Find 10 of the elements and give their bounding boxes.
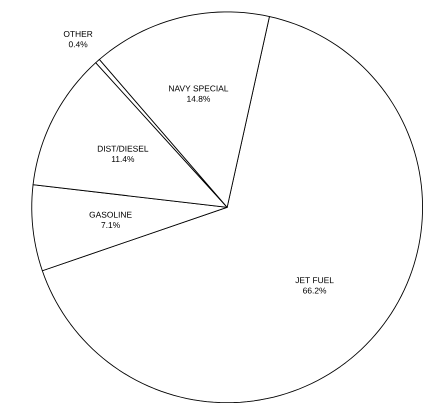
data-label: 66.2% xyxy=(303,288,326,294)
data-label: 14.8% xyxy=(187,96,210,102)
slice-label: OTHER xyxy=(64,30,92,37)
data-label: 0.4% xyxy=(68,41,88,48)
data-label: 11.4% xyxy=(112,156,134,162)
slice-label: GASOLINE xyxy=(90,212,132,218)
slice-label: JET FUEL xyxy=(295,277,334,284)
slice-label: DIST/DIESEL xyxy=(98,145,148,152)
data-label: 7.1% xyxy=(101,222,120,228)
slice-label: NAVY SPECIAL xyxy=(169,85,228,92)
